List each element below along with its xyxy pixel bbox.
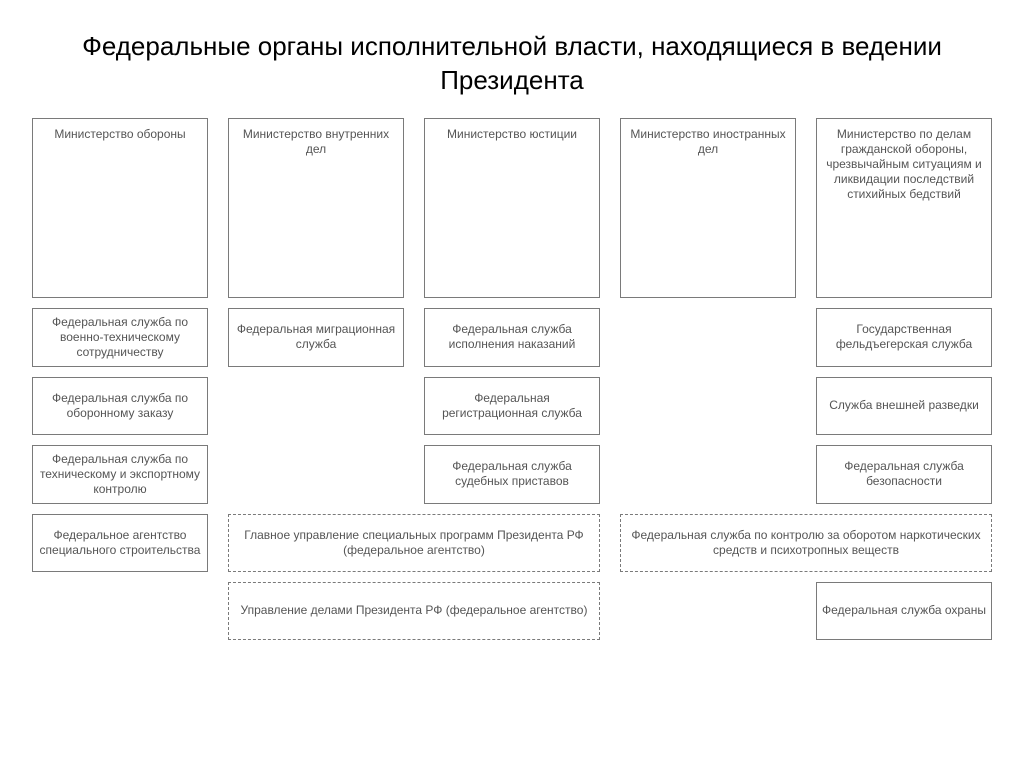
agency-box: Федеральная служба по оборонному заказу	[32, 377, 208, 435]
agency-box: Федеральная служба безопасности	[816, 445, 992, 504]
ministry-box: Министерство внутренних дел	[228, 118, 404, 298]
agency-box: Федеральная служба по военно-техническом…	[32, 308, 208, 367]
agency-box: Федеральная служба по техническому и экс…	[32, 445, 208, 504]
agency-box: Федеральная служба охраны	[816, 582, 992, 640]
agency-box: Служба внешней разведки	[816, 377, 992, 435]
agency-box-dashed: Управление делами Президента РФ (федерал…	[228, 582, 600, 640]
agency-box: Государственная фельдъегерская служба	[816, 308, 992, 367]
agency-box-dashed: Главное управление специальных программ …	[228, 514, 600, 572]
agency-box: Федеральная служба судебных приставов	[424, 445, 600, 504]
ministry-box: Министерство обороны	[32, 118, 208, 298]
agency-box: Федеральное агентство специального строи…	[32, 514, 208, 572]
agency-box-dashed: Федеральная служба по контролю за оборот…	[620, 514, 992, 572]
ministry-box: Министерство юстиции	[424, 118, 600, 298]
ministry-box: Министерство иностранных дел	[620, 118, 796, 298]
agency-box: Федеральная служба исполнения наказаний	[424, 308, 600, 367]
org-chart-grid: Министерство обороны Министерство внутре…	[32, 118, 992, 640]
page-title: Федеральные органы исполнительной власти…	[30, 30, 994, 98]
agency-box: Федеральная миграционная служба	[228, 308, 404, 367]
ministry-box: Министерство по делам гражданской оборон…	[816, 118, 992, 298]
agency-box: Федеральная регистрационная служба	[424, 377, 600, 435]
